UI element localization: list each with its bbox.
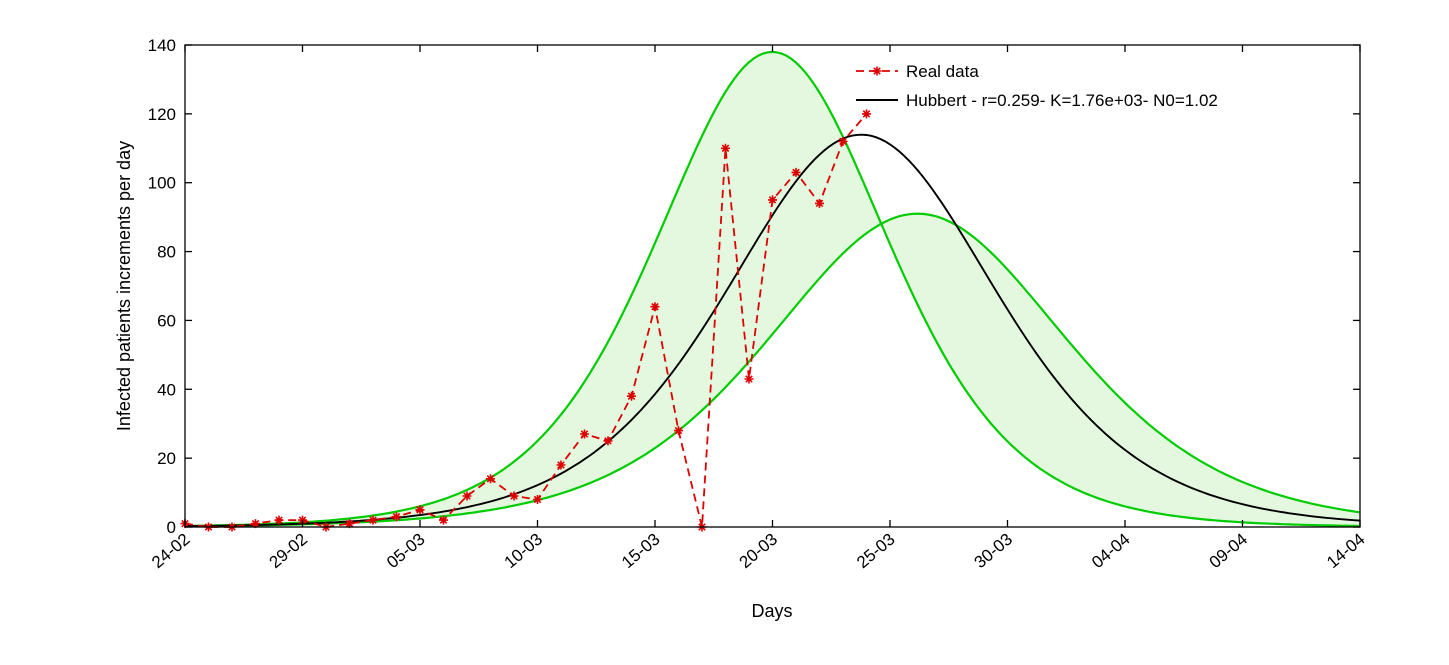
- x-tick-label: 14-04: [1323, 530, 1369, 573]
- confidence-band-layer: [185, 51, 1360, 527]
- legend: Real data Hubbert - r=0.259- K=1.76e+03-…: [856, 62, 1218, 110]
- x-tick-label: 10-03: [501, 530, 547, 573]
- confidence-lower-curve: [184, 212, 1361, 528]
- y-tick-label: 60: [157, 311, 176, 330]
- x-axis-label: Days: [751, 601, 792, 621]
- legend-real-data-marker: [872, 66, 882, 76]
- y-tick-label: 20: [157, 449, 176, 468]
- real-data-line: [184, 113, 868, 528]
- x-tick-label: 20-03: [736, 530, 782, 573]
- x-tick-label: 30-03: [971, 530, 1017, 573]
- y-tick-label: 40: [157, 380, 176, 399]
- y-tick-label: 0: [167, 518, 176, 537]
- x-tick-label: 15-03: [618, 530, 664, 573]
- y-tick-label: 100: [148, 174, 176, 193]
- y-tick-label: 140: [148, 36, 176, 55]
- legend-label-hubbert-fit: Hubbert - r=0.259- K=1.76e+03- N0=1.02: [906, 91, 1218, 110]
- x-tick-label: 25-03: [853, 530, 899, 573]
- y-tick-label: 120: [148, 105, 176, 124]
- legend-key-samples: [856, 66, 898, 101]
- y-axis-label: Infected patients increments per day: [114, 141, 134, 431]
- y-tick-label: 80: [157, 243, 176, 262]
- x-tick-label: 05-03: [383, 530, 429, 573]
- legend-label-real-data: Real data: [906, 62, 979, 81]
- x-tick-label: 04-04: [1088, 530, 1134, 573]
- x-tick-label: 09-04: [1206, 530, 1252, 573]
- confidence-band-fill: [185, 51, 1360, 527]
- x-tick-label: 29-02: [266, 530, 312, 573]
